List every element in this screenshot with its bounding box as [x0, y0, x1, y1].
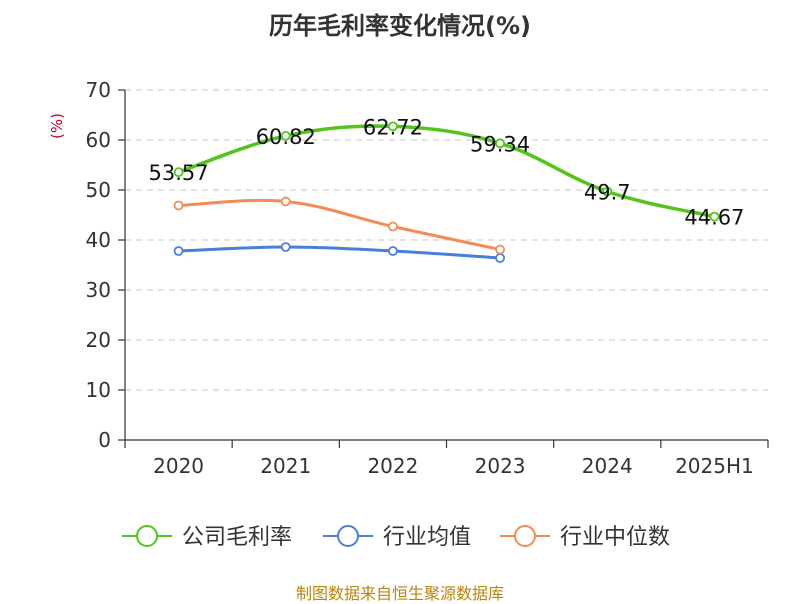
- series-line-1: [178, 245, 501, 260]
- legend-label: 行业中位数: [560, 525, 670, 550]
- data-point: [173, 167, 184, 178]
- x-tick-label: 2022: [367, 454, 418, 478]
- data-point: [280, 130, 291, 141]
- x-tick-label: 2025H1: [675, 454, 754, 478]
- data-point: [602, 186, 613, 197]
- source-note: 制图数据来自恒生聚源数据库: [295, 584, 504, 603]
- data-label: 49.7: [584, 181, 631, 205]
- data-point: [388, 221, 398, 232]
- data-point: [495, 244, 505, 255]
- data-label: 62.72: [363, 115, 423, 139]
- data-point: [388, 246, 398, 256]
- series-line-2: [178, 198, 501, 251]
- data-point: [388, 121, 398, 132]
- x-tick-label: 2021: [260, 454, 311, 478]
- y-tick-label: 0: [98, 428, 111, 452]
- x-tick-label: 2020: [153, 454, 204, 478]
- x-tick-label: 2024: [582, 454, 633, 478]
- chart-title: 历年毛利率变化情况(%): [269, 12, 531, 40]
- y-tick-label: 10: [86, 378, 111, 402]
- data-point: [495, 138, 505, 149]
- data-point: [173, 200, 184, 211]
- data-point: [280, 196, 291, 207]
- data-point: [280, 242, 291, 252]
- x-tick-label: 2023: [475, 454, 526, 478]
- data-label: 44.67: [684, 206, 744, 230]
- y-tick-label: 30: [86, 278, 111, 302]
- y-tick-label: 40: [86, 228, 111, 252]
- data-point: [709, 211, 720, 222]
- legend-marker-circle: [136, 525, 158, 547]
- y-tick-label: 60: [86, 128, 111, 152]
- series-line-0: [178, 124, 715, 219]
- y-axis-unit-label: (%): [48, 113, 66, 139]
- y-tick-label: 70: [86, 78, 111, 102]
- legend-marker-circle: [337, 525, 359, 547]
- y-tick-label: 50: [86, 178, 111, 202]
- y-tick-label: 20: [86, 328, 111, 352]
- data-point: [173, 246, 184, 256]
- data-label: 60.82: [256, 125, 316, 149]
- data-label: 53.57: [149, 161, 209, 185]
- legend-label: 公司毛利率: [182, 525, 292, 550]
- data-point: [495, 253, 505, 263]
- data-label: 59.34: [470, 132, 530, 156]
- legend-marker-circle: [514, 525, 536, 547]
- legend-label: 行业均值: [383, 525, 471, 550]
